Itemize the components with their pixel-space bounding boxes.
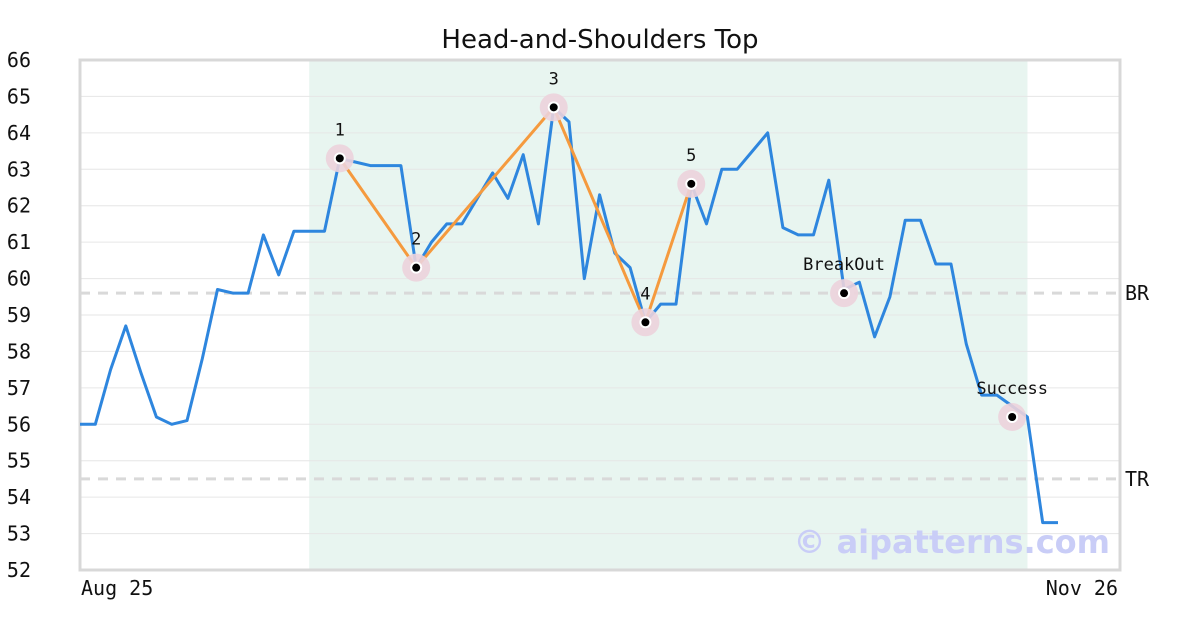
y-tick-label: 65 [7,84,31,108]
x-axis: Aug 25 Nov 26 [81,576,1118,600]
pattern-point-2-label: 2 [411,230,421,250]
reference-line-label-tr: TR [1125,467,1150,491]
x-tick-label-end: Nov 26 [1046,576,1118,600]
pattern-point-success-dot [1008,413,1017,421]
pattern-point-success-label: Success [976,379,1048,399]
pattern-point-4-dot [641,318,650,327]
x-tick-label-start: Aug 25 [81,576,153,600]
pattern-point-3-dot [549,103,558,112]
watermark: © aipatterns.com [793,523,1110,561]
y-tick-label: 54 [7,485,31,509]
y-tick-label: 59 [7,303,31,327]
y-tick-label: 60 [7,267,31,291]
chart-title: Head-and-Shoulders Top [441,25,758,55]
price-series [80,105,1058,525]
pattern-point-3-label: 3 [549,69,559,89]
pattern-point-4-label: 4 [640,284,650,304]
y-axis: 52 53 54 55 56 57 58 59 60 61 62 63 64 65 66 [7,48,31,582]
price-line [80,105,1058,525]
y-tick-label: 63 [7,157,31,181]
y-tick-label: 57 [7,376,31,400]
y-tick-label: 55 [7,449,31,473]
y-tick-label: 61 [7,230,31,254]
plot-frame [78,58,1122,572]
pattern-markers: 1 2 3 4 5 BreakOut Success [325,69,1048,431]
reference-line-label-br: BR [1125,281,1150,305]
pattern-point-breakout-dot [840,289,849,298]
reference-lines: BR TR [80,281,1150,491]
y-tick-label: 62 [7,194,31,218]
y-tick-label: 52 [7,558,31,582]
pattern-point-breakout-label: BreakOut [803,255,885,275]
pattern-point-5-label: 5 [686,146,696,166]
y-tick-label: 66 [7,48,31,72]
y-tick-label: 64 [7,121,31,145]
pattern-point-5-dot [687,179,696,188]
y-tick-label: 53 [7,522,31,546]
pattern-point-1-dot [335,154,344,163]
y-tick-label: 58 [7,339,31,363]
pattern-point-1-label: 1 [335,120,345,140]
pattern-point-2-dot [412,263,421,272]
y-tick-label: 56 [7,412,31,436]
